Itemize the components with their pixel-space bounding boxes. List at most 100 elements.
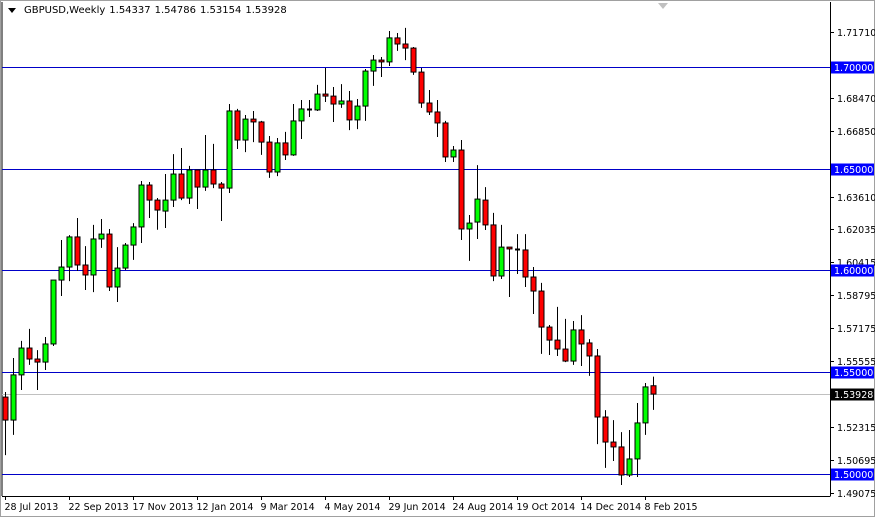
candle-body (50, 279, 57, 345)
y-tick-label: 1.71710 (837, 28, 875, 39)
candle (538, 282, 545, 354)
candle-body (346, 100, 353, 121)
candle (602, 410, 609, 468)
candle-body (386, 37, 393, 63)
candle (546, 325, 553, 355)
candle-body (210, 169, 217, 185)
candle (346, 91, 353, 131)
candle (226, 104, 233, 193)
level-label-box (831, 468, 874, 481)
candle (426, 89, 433, 116)
x-tick-label: 4 May 2014 (325, 502, 381, 513)
candle-body (362, 70, 369, 107)
current-price-label: 1.53928 (834, 390, 873, 401)
candle (506, 246, 513, 297)
candle (338, 84, 345, 108)
candle-body (138, 184, 145, 228)
candle (282, 131, 289, 160)
y-tick-label: 1.66850 (837, 127, 875, 138)
chart-header: GBPUSD,Weekly 1.54337 1.54786 1.53154 1.… (8, 5, 287, 16)
candle (178, 147, 185, 201)
candle (434, 99, 441, 138)
candle-body (338, 100, 345, 105)
candle-body (538, 290, 545, 328)
triangle-down-icon[interactable] (8, 8, 16, 13)
candle-body (562, 348, 569, 362)
y-tick-label: 1.63610 (837, 193, 875, 204)
candle (626, 430, 633, 478)
y-tick-label: 1.62035 (837, 225, 875, 236)
candle-body (618, 446, 625, 476)
x-tick-label: 14 Dec 2014 (581, 502, 642, 513)
level-label-box (831, 366, 874, 379)
candle-body (626, 458, 633, 476)
x-tick-label: 8 Feb 2015 (645, 502, 698, 513)
candle (186, 165, 193, 204)
candle-body (466, 222, 473, 230)
candle-body (226, 110, 233, 189)
candle-body (554, 339, 561, 350)
candle (354, 98, 361, 130)
candle (194, 169, 201, 210)
candle (458, 140, 465, 240)
candle (307, 99, 312, 118)
candle-body (178, 173, 185, 199)
candle (138, 180, 145, 244)
y-tick-label: 1.60415 (837, 258, 875, 269)
candle (530, 267, 537, 315)
x-tick-label: 22 Sep 2013 (69, 502, 129, 513)
candle-body (546, 326, 553, 341)
candle (378, 57, 385, 77)
candle-body (282, 142, 289, 156)
current-price-label-box (831, 388, 874, 401)
candle-body (458, 149, 465, 230)
candle-body (162, 199, 169, 212)
candle-body (490, 224, 497, 277)
candle (90, 224, 97, 293)
candle (34, 350, 41, 390)
candle-body (82, 264, 89, 276)
candle (490, 212, 497, 282)
candle-body (274, 142, 281, 173)
candle (130, 223, 137, 260)
y-tick-label: 1.52315 (837, 423, 875, 434)
candle-body (42, 343, 49, 363)
candle-body (402, 43, 409, 49)
level-label: 1.55000 (834, 368, 873, 379)
candle (42, 337, 49, 371)
candle-body (186, 169, 193, 199)
candle-body (418, 71, 425, 104)
candle-body (250, 118, 257, 123)
chart-shift-marker-icon[interactable] (658, 3, 668, 9)
candle (250, 110, 257, 143)
candle-body (314, 93, 321, 111)
level-label: 1.60000 (834, 266, 873, 277)
candle (298, 99, 305, 140)
candle (266, 135, 273, 178)
y-tick-label: 1.68470 (837, 94, 875, 105)
candle (290, 104, 297, 156)
candle (82, 246, 89, 291)
candle-body (130, 226, 137, 246)
candle-body (106, 233, 113, 288)
candle-body (610, 441, 617, 448)
candle-body (98, 233, 105, 240)
candle-body (426, 102, 433, 113)
candle-body (74, 236, 81, 266)
candle (578, 315, 585, 366)
candle (618, 432, 625, 485)
candle (98, 219, 105, 248)
candle-body (290, 120, 297, 156)
candle-body (450, 149, 457, 158)
level-label-box (831, 264, 874, 277)
candle-body (258, 121, 265, 143)
candle-body (266, 141, 273, 173)
candle-body (522, 249, 529, 278)
close-value: 1.53928 (245, 5, 287, 16)
candle-body (650, 385, 657, 395)
candle (114, 247, 121, 303)
candle (322, 68, 329, 103)
candle (402, 27, 409, 61)
candle-body (394, 37, 401, 45)
